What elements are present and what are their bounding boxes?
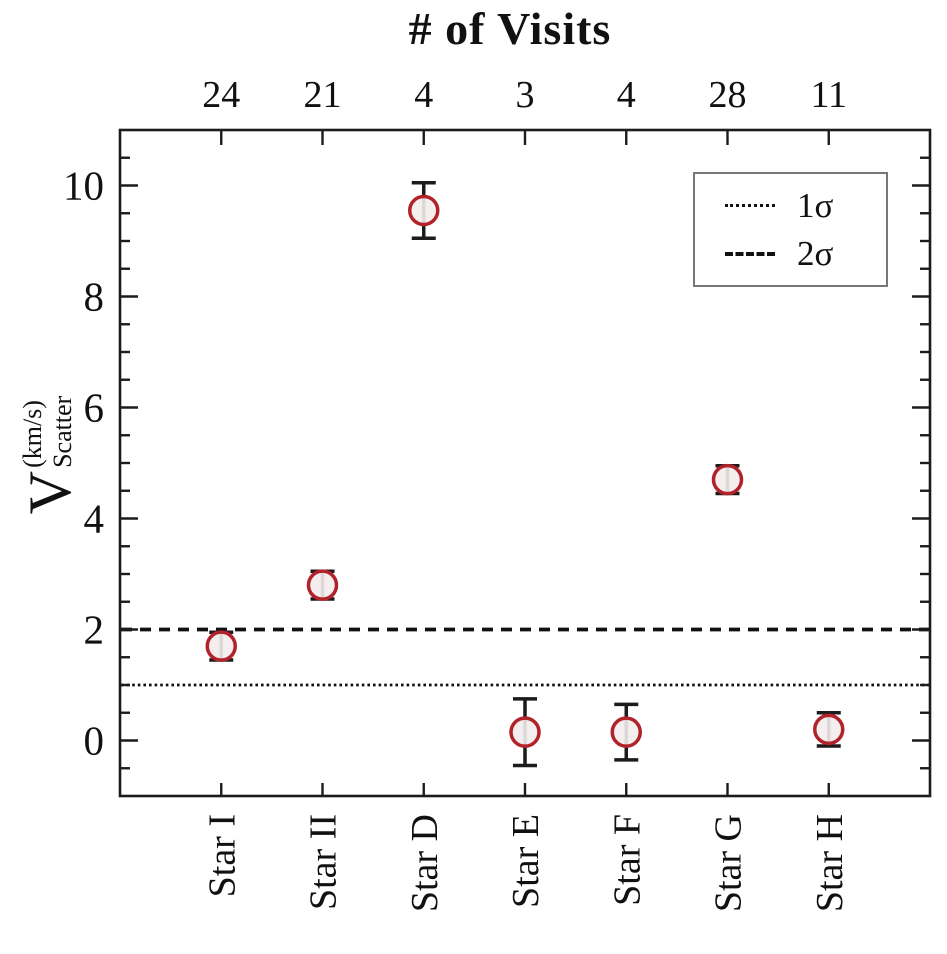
y-tick-label: 2 [84, 607, 105, 653]
legend-item-1sigma: 1σ [725, 185, 886, 225]
y-axis-label-subscript: Scatter [48, 395, 77, 468]
dashed-line-icon [725, 251, 775, 256]
plot-box [118, 128, 932, 798]
y-tick-label: 10 [63, 163, 104, 209]
data-point-marker [813, 713, 845, 746]
visits-count-label: 3 [516, 74, 535, 116]
star-name-label: Star E [505, 814, 547, 908]
top-axis-title: # of Visits [408, 3, 612, 54]
legend: 1σ 2σ [693, 172, 888, 287]
data-point-marker [408, 194, 440, 227]
star-name-label: Star I [201, 814, 243, 897]
legend-label-2sigma: 2σ [797, 233, 834, 273]
data-point-marker [711, 463, 744, 496]
y-tick-label: 8 [84, 274, 105, 320]
visits-count-label: 21 [304, 74, 342, 116]
y-tick-label: 6 [84, 385, 105, 431]
star-name-label: Star II [303, 814, 345, 910]
y-axis-label-units: (km/s) Scatter [18, 396, 78, 468]
star-name-label: Star F [606, 814, 648, 906]
data-point-marker [610, 716, 642, 748]
dotted-line-icon [725, 204, 775, 207]
visits-count-label: 11 [810, 74, 847, 116]
star-name-label: Star G [708, 814, 750, 912]
y-axis-label: V (km/s) Scatter [17, 396, 83, 515]
legend-label-1sigma: 1σ [797, 185, 834, 225]
visits-count-label: 4 [617, 74, 636, 116]
y-axis-label-main: V [17, 470, 83, 515]
data-point-marker [205, 630, 237, 662]
y-tick-label: 4 [84, 496, 105, 542]
star-name-label: Star D [404, 814, 446, 912]
visits-count-label: 28 [709, 74, 747, 116]
y-tick-label: 0 [84, 718, 105, 764]
visits-count-label: 24 [202, 74, 240, 116]
data-point-marker [509, 716, 541, 748]
legend-item-2sigma: 2σ [725, 233, 886, 273]
data-point-marker [306, 569, 339, 601]
visits-count-label: 4 [414, 74, 433, 116]
y-axis-label-superscript: (km/s) [18, 400, 48, 468]
star-name-label: Star H [809, 814, 851, 912]
